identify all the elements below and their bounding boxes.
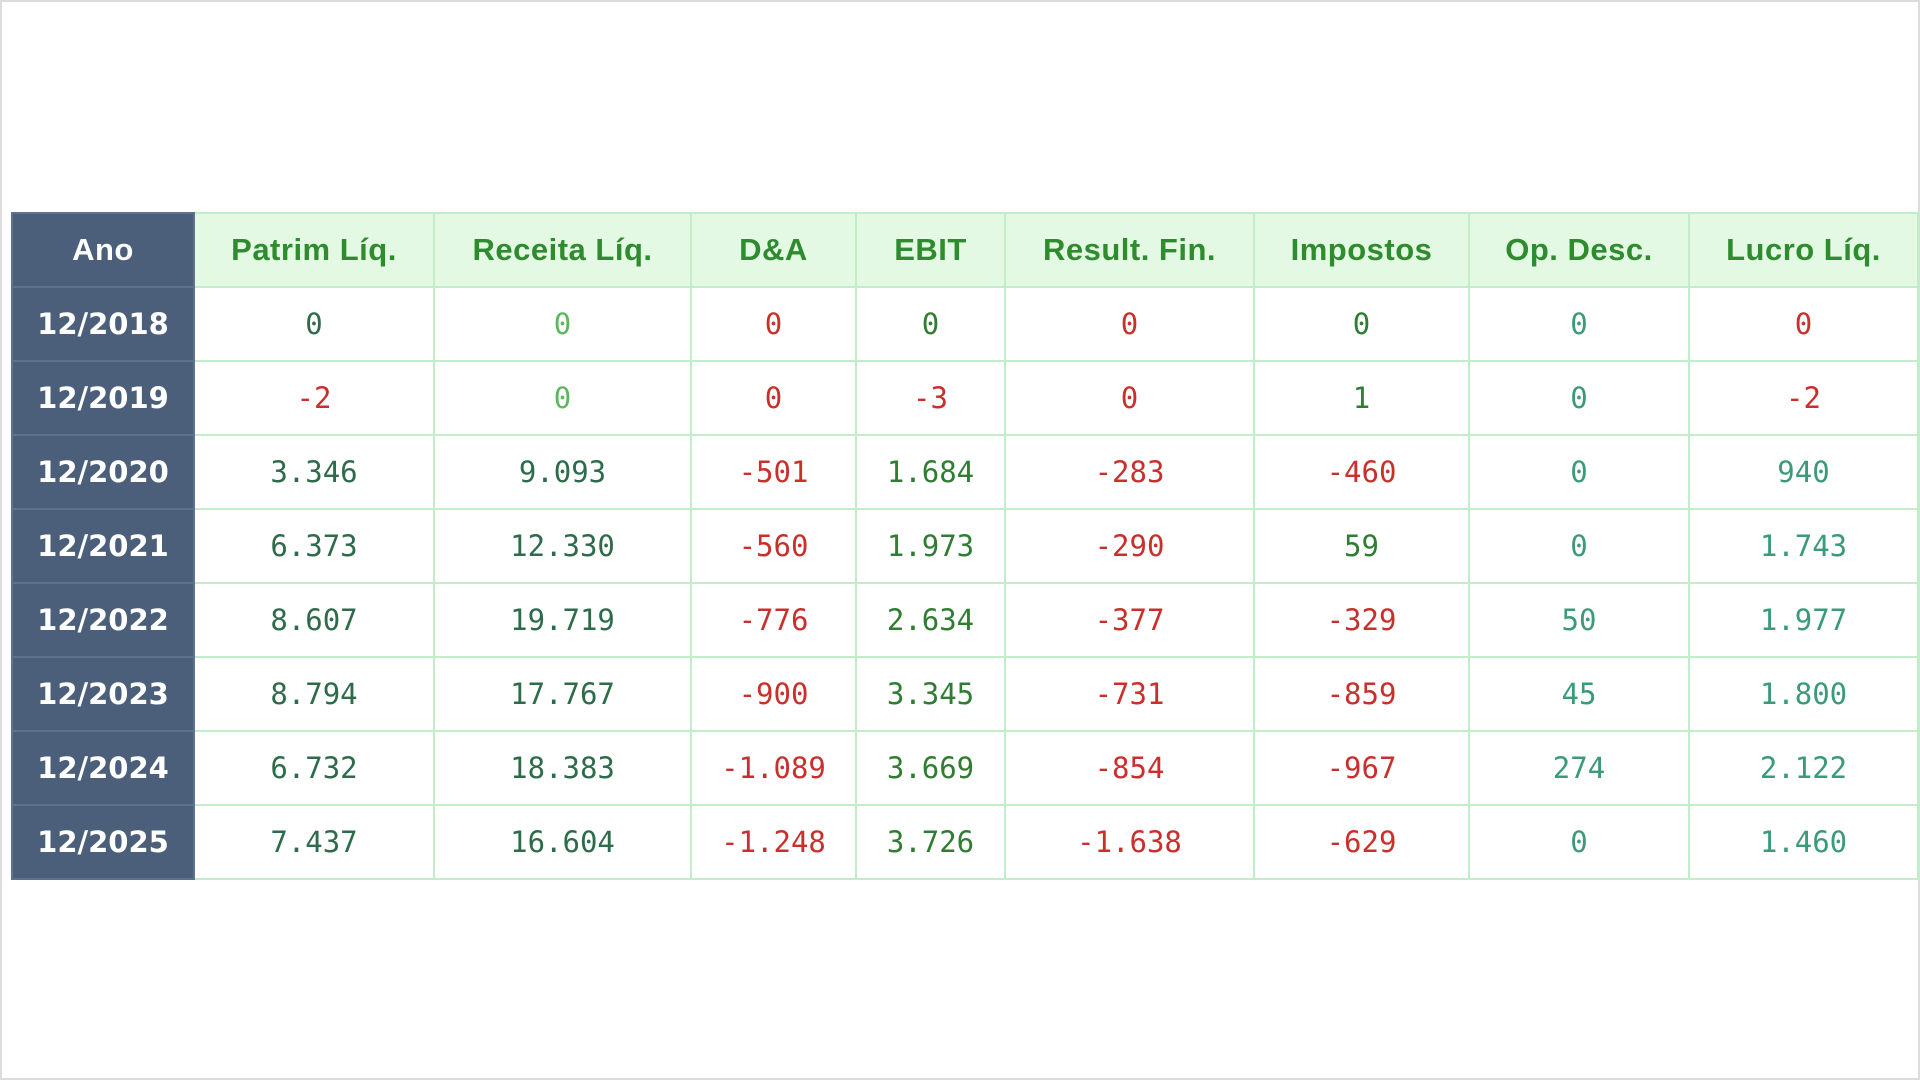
value-cell: 59 [1253, 508, 1470, 584]
value-cell: -859 [1253, 656, 1470, 732]
table-row: 12/2021 6.373 12.330 -560 1.973 -290 59 0 1.743 [11, 508, 1919, 584]
table-row: 12/2025 7.437 16.604 -1.248 3.726 -1.638 -629 0… [11, 804, 1919, 880]
value-cell: 12.330 [433, 508, 692, 584]
table-row: 12/2023 8.794 17.767 -900 3.345 -731 -859 45 1.8… [11, 656, 1919, 732]
value-cell: -329 [1253, 582, 1470, 658]
value-cell: 0 [690, 360, 857, 436]
value-cell: 0 [1468, 286, 1690, 362]
year-cell: 12/2024 [11, 730, 195, 806]
column-header: Patrim Líq. [193, 212, 435, 288]
value-cell: -1.248 [690, 804, 857, 880]
column-header: Ano [11, 212, 195, 288]
year-cell: 12/2022 [11, 582, 195, 658]
value-cell: -731 [1004, 656, 1255, 732]
value-cell: 0 [433, 360, 692, 436]
value-cell: 16.604 [433, 804, 692, 880]
year-cell: 12/2025 [11, 804, 195, 880]
value-cell: 274 [1468, 730, 1690, 806]
value-cell: -501 [690, 434, 857, 510]
value-cell: 3.669 [855, 730, 1006, 806]
value-cell: 0 [1468, 360, 1690, 436]
value-cell: 17.767 [433, 656, 692, 732]
year-cell: 12/2018 [11, 286, 195, 362]
value-cell: -2 [193, 360, 435, 436]
table-row: 12/2020 3.346 9.093 -501 1.684 -283 -460 0 940 [11, 434, 1919, 510]
column-header: Lucro Líq. [1688, 212, 1919, 288]
value-cell: 0 [1688, 286, 1919, 362]
value-cell: 0 [193, 286, 435, 362]
value-cell: 19.719 [433, 582, 692, 658]
value-cell: 1.460 [1688, 804, 1919, 880]
value-cell: 1 [1253, 360, 1470, 436]
value-cell: 3.726 [855, 804, 1006, 880]
value-cell: 0 [433, 286, 692, 362]
value-cell: 940 [1688, 434, 1919, 510]
value-cell: 0 [690, 286, 857, 362]
column-header: EBIT [855, 212, 1006, 288]
value-cell: 45 [1468, 656, 1690, 732]
year-cell: 12/2023 [11, 656, 195, 732]
value-cell: -560 [690, 508, 857, 584]
year-cell: 12/2019 [11, 360, 195, 436]
value-cell: -854 [1004, 730, 1255, 806]
value-cell: 3.345 [855, 656, 1006, 732]
value-cell: 1.684 [855, 434, 1006, 510]
value-cell: 6.373 [193, 508, 435, 584]
column-header: Receita Líq. [433, 212, 692, 288]
column-header: Op. Desc. [1468, 212, 1690, 288]
value-cell: -3 [855, 360, 1006, 436]
table-row: 12/2018 0 0 0 0 0 0 0 0 [11, 286, 1919, 362]
value-cell: 0 [1468, 508, 1690, 584]
value-cell: 6.732 [193, 730, 435, 806]
table-body: 12/2018 0 0 0 0 0 0 0 0 12/2019 -2 0 0 -3 0 1 0 -2 12/2020… [11, 286, 1919, 880]
value-cell: 0 [1468, 434, 1690, 510]
value-cell: 9.093 [433, 434, 692, 510]
value-cell: -460 [1253, 434, 1470, 510]
value-cell: -1.089 [690, 730, 857, 806]
value-cell: 2.634 [855, 582, 1006, 658]
value-cell: 1.977 [1688, 582, 1919, 658]
table-row: 12/2022 8.607 19.719 -776 2.634 -377 -329 50 1.9… [11, 582, 1919, 658]
year-cell: 12/2020 [11, 434, 195, 510]
value-cell: 1.800 [1688, 656, 1919, 732]
financial-table: Ano Patrim Líq. Receita Líq. D&A EBIT Result.… [11, 212, 1919, 880]
value-cell: 0 [855, 286, 1006, 362]
value-cell: 8.607 [193, 582, 435, 658]
year-cell: 12/2021 [11, 508, 195, 584]
value-cell: 2.122 [1688, 730, 1919, 806]
value-cell: 0 [1004, 360, 1255, 436]
column-header: D&A [690, 212, 857, 288]
value-cell: -629 [1253, 804, 1470, 880]
value-cell: 0 [1468, 804, 1690, 880]
value-cell: -290 [1004, 508, 1255, 584]
value-cell: -2 [1688, 360, 1919, 436]
value-cell: 0 [1253, 286, 1470, 362]
table-row: 12/2024 6.732 18.383 -1.089 3.669 -854 -967 274… [11, 730, 1919, 806]
column-header: Result. Fin. [1004, 212, 1255, 288]
value-cell: -1.638 [1004, 804, 1255, 880]
value-cell: 1.743 [1688, 508, 1919, 584]
value-cell: -283 [1004, 434, 1255, 510]
header-row: Ano Patrim Líq. Receita Líq. D&A EBIT Result.… [11, 212, 1919, 288]
value-cell: -377 [1004, 582, 1255, 658]
value-cell: 50 [1468, 582, 1690, 658]
value-cell: 18.383 [433, 730, 692, 806]
column-header: Impostos [1253, 212, 1470, 288]
value-cell: 0 [1004, 286, 1255, 362]
table-row: 12/2019 -2 0 0 -3 0 1 0 -2 [11, 360, 1919, 436]
value-cell: -967 [1253, 730, 1470, 806]
value-cell: 1.973 [855, 508, 1006, 584]
value-cell: -776 [690, 582, 857, 658]
value-cell: 8.794 [193, 656, 435, 732]
value-cell: 3.346 [193, 434, 435, 510]
value-cell: 7.437 [193, 804, 435, 880]
value-cell: -900 [690, 656, 857, 732]
